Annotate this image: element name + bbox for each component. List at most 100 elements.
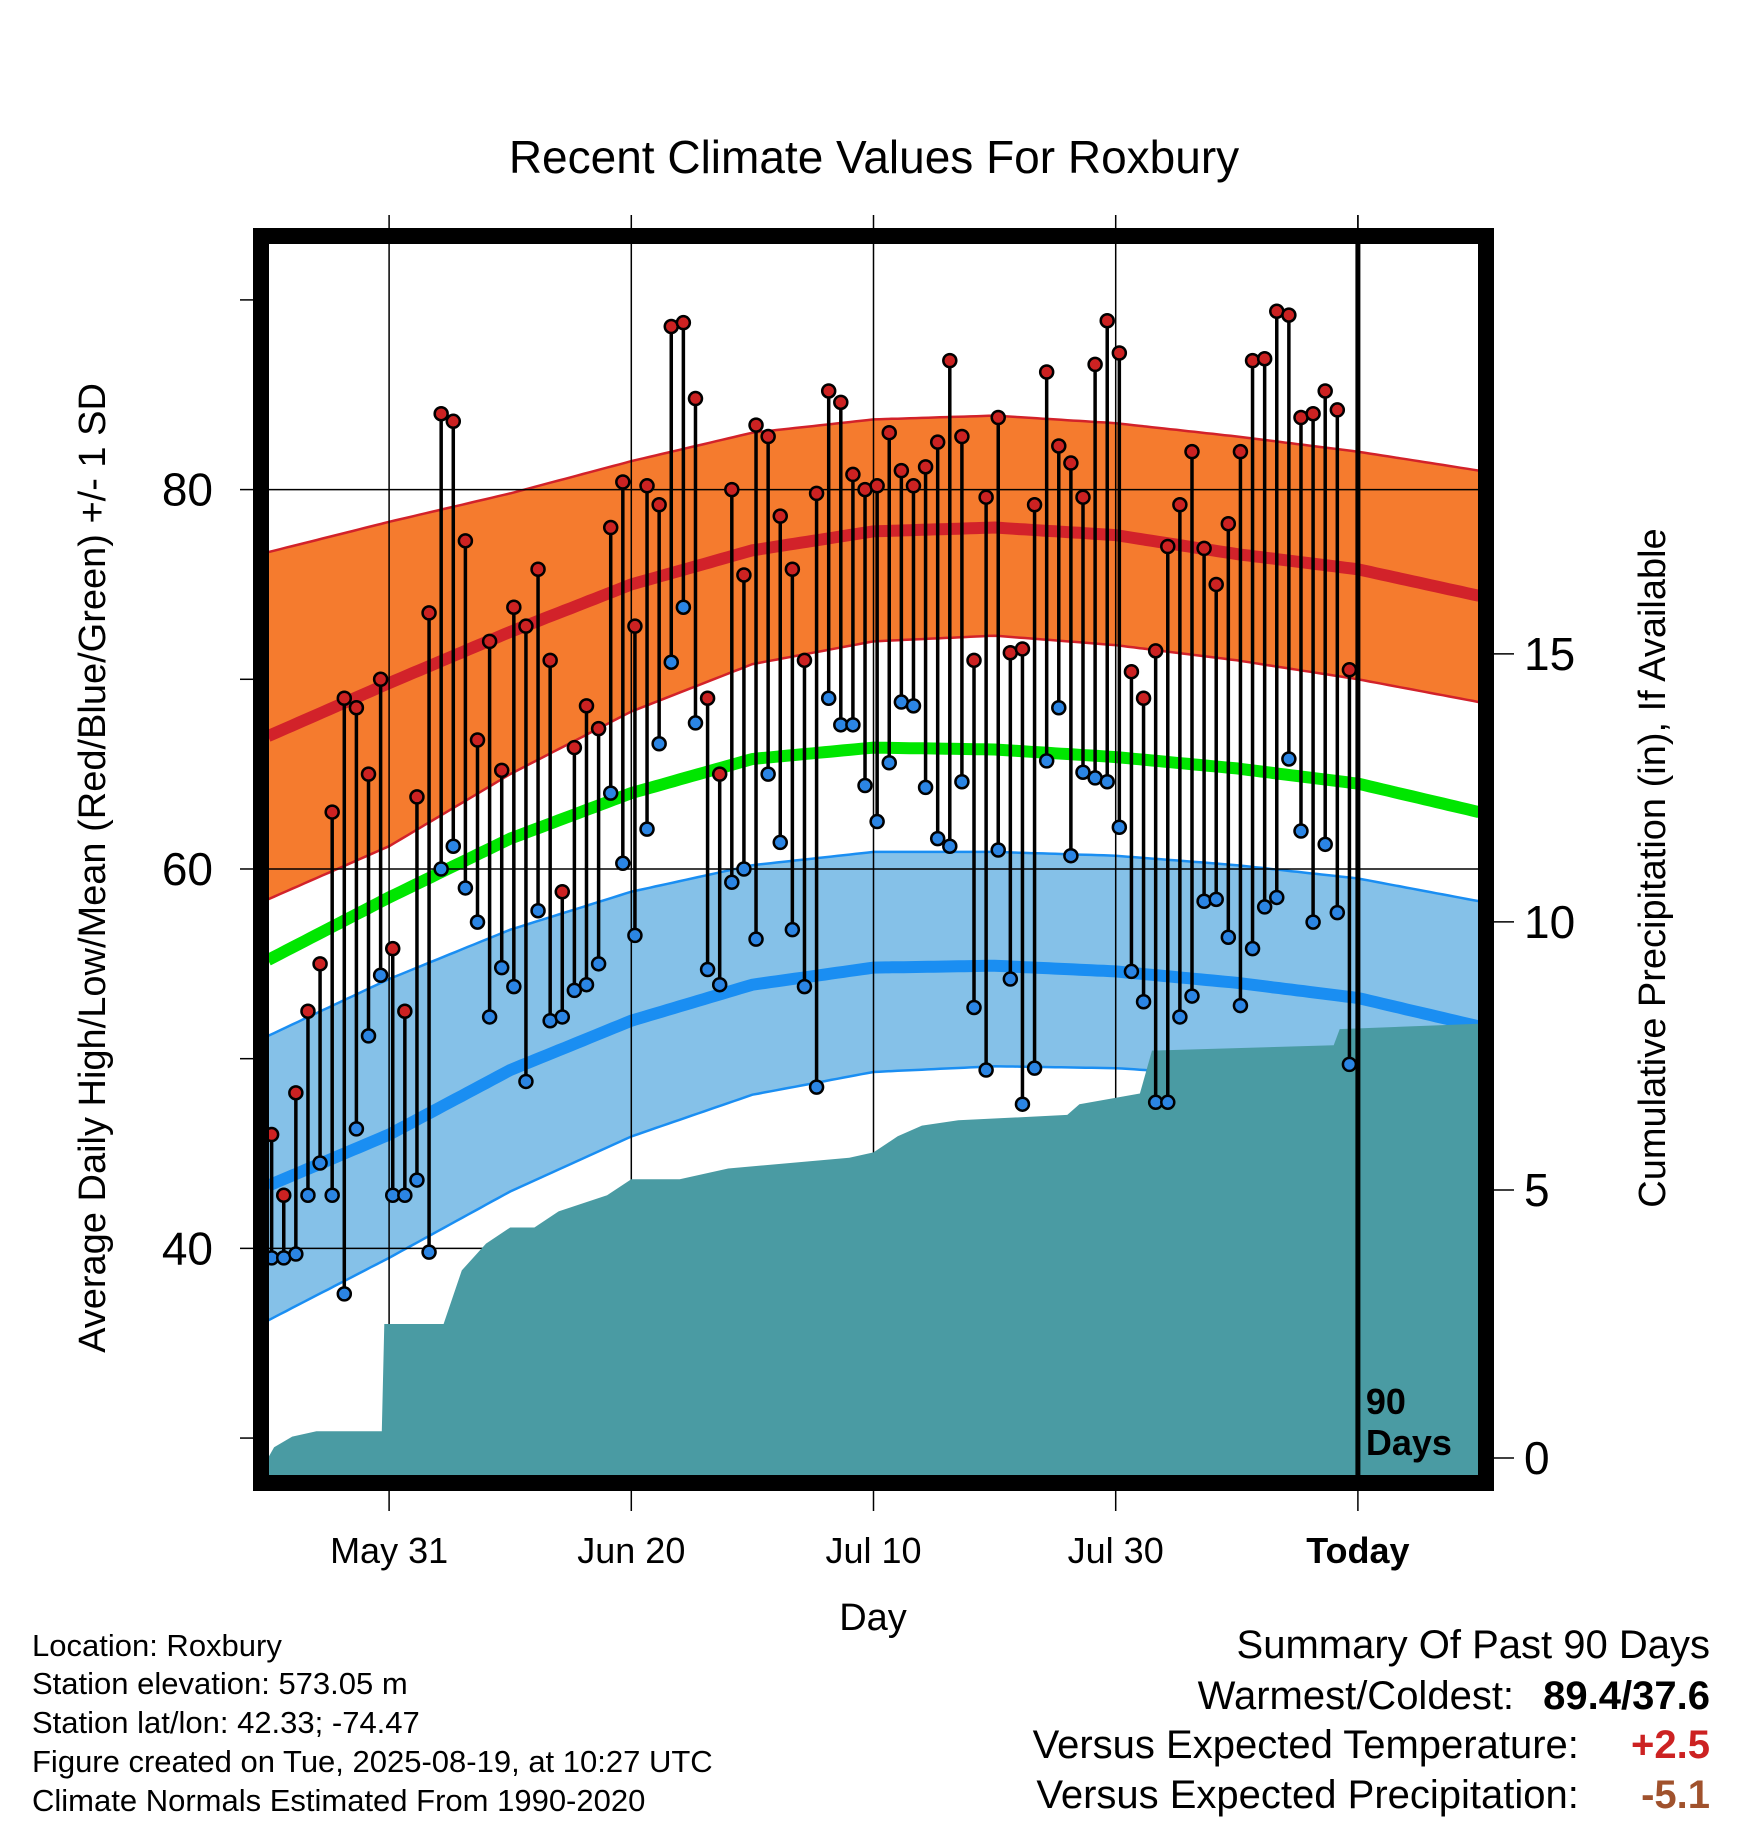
summary-warmest-label: Warmest/Coldest:	[1197, 1674, 1515, 1718]
precip-area	[268, 1023, 1479, 1476]
x-tick-label: Jul 30	[1068, 1530, 1164, 1571]
daily-high-point	[893, 462, 910, 479]
high-sd-band	[268, 415, 1479, 900]
low-sd-band	[268, 851, 1479, 1321]
daily-high-point	[917, 459, 934, 475]
daily-high-point	[1244, 352, 1261, 369]
y2-axis-label: Cumulative Precipitation (in), If Availa…	[1632, 528, 1674, 1207]
daily-low-point	[1244, 940, 1261, 957]
daily-high-point	[1256, 350, 1273, 367]
daily-high-point	[421, 605, 437, 621]
daily-low-point	[409, 1172, 425, 1188]
daily-high-point	[1051, 438, 1067, 454]
info-created: Figure created on Tue, 2025-08-19, at 10…	[32, 1744, 713, 1779]
daily-high-point	[978, 489, 994, 505]
daily-low-point	[1123, 963, 1140, 980]
daily-high-point	[1087, 356, 1103, 373]
daily-low-point	[699, 961, 716, 978]
today-label-number: 90	[1366, 1381, 1406, 1422]
daily-high-point	[578, 698, 595, 714]
daily-high-point	[397, 1003, 413, 1020]
daily-low-point	[869, 813, 885, 830]
daily-high-point	[566, 739, 583, 756]
daily-high-point	[1135, 690, 1152, 707]
daily-low-point	[518, 1073, 534, 1090]
y-axis-label: Average Daily High/Low/Mean (Red/Blue/Gr…	[72, 383, 114, 1353]
y-tick-label: 40	[162, 1222, 213, 1274]
daily-high-point	[1317, 383, 1333, 399]
daily-high-point	[433, 405, 449, 422]
daily-high-point	[808, 485, 825, 502]
daily-high-point	[324, 804, 340, 820]
daily-low-point	[397, 1187, 413, 1204]
daily-high-point	[736, 567, 752, 583]
daily-low-point	[1269, 889, 1285, 906]
info-location: Location: Roxbury	[32, 1628, 282, 1663]
y-tick-label: 60	[162, 843, 213, 895]
daily-low-point	[312, 1155, 328, 1171]
daily-high-point	[1099, 313, 1115, 329]
daily-low-point	[966, 999, 982, 1016]
summary-temp: Versus Expected Temperature: +2.5	[1033, 1725, 1710, 1765]
daily-low-point	[784, 921, 801, 938]
daily-low-point	[929, 830, 946, 847]
daily-low-point	[881, 755, 897, 771]
chart-title: Recent Climate Values For Roxbury	[509, 131, 1239, 183]
daily-low-point	[615, 855, 631, 872]
daily-low-point	[990, 842, 1006, 858]
daily-low-point	[917, 779, 934, 796]
daily-high-point	[409, 789, 425, 805]
daily-high-point	[384, 940, 401, 957]
daily-high-point	[675, 314, 692, 331]
daily-high-point	[699, 690, 716, 707]
daily-low-point	[978, 1062, 994, 1078]
daily-low-point	[300, 1187, 316, 1204]
daily-low-point	[760, 766, 776, 782]
daily-high-point	[724, 481, 740, 498]
daily-low-point	[554, 1009, 571, 1025]
x-tick-label: Today	[1306, 1530, 1409, 1571]
summary-warmest: Warmest/Coldest: 89.4/37.6	[1198, 1676, 1710, 1716]
daily-low-point	[1135, 994, 1152, 1010]
y2-tick-label: 0	[1524, 1432, 1550, 1484]
daily-low-point	[1317, 836, 1333, 853]
daily-high-point	[954, 428, 970, 445]
daily-high-point	[590, 720, 607, 737]
daily-high-point	[1281, 307, 1297, 323]
daily-high-point	[651, 497, 667, 513]
info-latlon: Station lat/lon: 42.33; -74.47	[32, 1705, 420, 1740]
daily-low-point	[1220, 929, 1237, 946]
daily-high-point	[869, 478, 885, 494]
axes: 40 60 80 0 5 10 15 May 31 Jun 20 Jul 10 Jul 30 Toda…	[162, 215, 1575, 1571]
daily-low-point	[1172, 1009, 1188, 1025]
daily-high-point	[1111, 345, 1128, 361]
daily-high-point	[360, 766, 377, 782]
daily-low-point	[1329, 904, 1346, 921]
precipitation-area	[268, 1023, 1479, 1476]
summary-precip: Versus Expected Precipitation: -5.1	[1036, 1775, 1710, 1815]
daily-high-point	[639, 478, 655, 494]
daily-stems	[269, 311, 1352, 1294]
daily-low-point	[1099, 773, 1115, 790]
daily-low-point	[530, 902, 546, 919]
summary-temp-label: Versus Expected Temperature:	[1032, 1723, 1579, 1767]
daily-high-point	[554, 883, 571, 900]
daily-high-point	[966, 652, 982, 669]
daily-high-point	[748, 417, 764, 433]
daily-high-point	[772, 508, 789, 524]
daily-high-point	[1147, 643, 1164, 659]
daily-low-point	[566, 982, 583, 999]
daily-high-point	[990, 409, 1006, 426]
daily-high-point	[1232, 443, 1249, 460]
daily-low-point	[1256, 899, 1273, 915]
daily-low-point	[348, 1121, 365, 1137]
daily-low-point	[1038, 753, 1055, 769]
daily-high-point	[1038, 364, 1055, 380]
daily-high-point	[1220, 515, 1237, 532]
daily-low-point	[1111, 819, 1128, 836]
daily-high-point	[530, 561, 546, 578]
daily-low-point	[457, 880, 474, 896]
daily-high-point	[1305, 405, 1321, 422]
x-axis-label: Day	[839, 1597, 907, 1639]
